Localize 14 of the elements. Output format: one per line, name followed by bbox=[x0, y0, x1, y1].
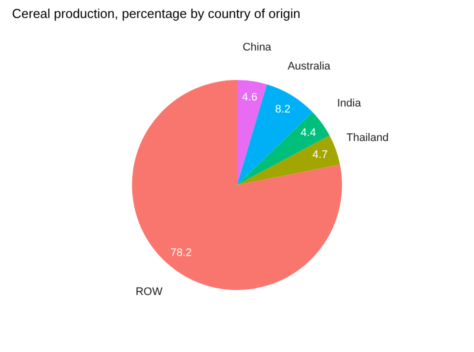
pie-slice bbox=[237, 112, 330, 185]
slice-label: India bbox=[337, 97, 362, 110]
data-label: 4.4 bbox=[300, 126, 316, 139]
chart-title: Cereal production, percentage by country of origin bbox=[12, 6, 300, 21]
pie-slice bbox=[237, 80, 267, 185]
slice-label: Australia bbox=[288, 60, 332, 72]
slice-label: China bbox=[242, 42, 272, 54]
data-label: 4.7 bbox=[312, 149, 328, 162]
data-label: 78.2 bbox=[170, 247, 192, 260]
data-label: 8.2 bbox=[275, 104, 290, 116]
slice-label: Thailand bbox=[346, 132, 389, 144]
slice-label: ROW bbox=[136, 286, 164, 298]
pie-slice bbox=[237, 135, 340, 185]
data-label: 4.6 bbox=[242, 92, 258, 104]
